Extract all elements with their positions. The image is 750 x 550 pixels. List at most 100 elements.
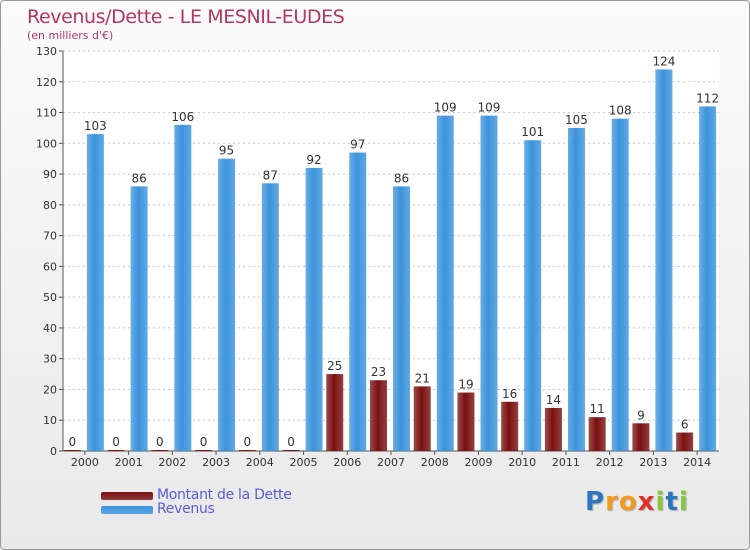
bar-revenus	[567, 127, 585, 451]
x-tick-label: 2012	[596, 456, 624, 469]
bar-revenus	[480, 115, 498, 451]
data-label-dette: 25	[327, 359, 342, 373]
y-tick-label: 80	[43, 199, 57, 212]
y-tick-label: 110	[36, 107, 57, 120]
bar-dette	[326, 374, 344, 451]
x-tick-label: 2009	[464, 456, 492, 469]
legend-swatch-revenus	[101, 506, 153, 514]
data-label-revenus: 105	[565, 113, 588, 127]
y-tick-label: 0	[50, 445, 57, 458]
y-tick-label: 50	[43, 291, 57, 304]
x-tick-label: 2013	[639, 456, 667, 469]
x-tick-label: 2006	[333, 456, 361, 469]
chart-subtitle: (en milliers d'€)	[27, 29, 114, 42]
bar-dette	[676, 432, 694, 451]
bar-dette	[151, 450, 169, 451]
data-label-dette: 0	[112, 435, 120, 449]
x-tick-label: 2001	[115, 456, 143, 469]
bar-dette	[107, 450, 125, 451]
data-label-revenus: 106	[171, 110, 194, 124]
data-label-dette: 0	[287, 435, 295, 449]
data-label-dette: 11	[590, 402, 605, 416]
plot-area	[63, 51, 719, 451]
y-tick-label: 10	[43, 414, 57, 427]
bar-revenus	[349, 152, 367, 452]
data-label-dette: 21	[415, 371, 430, 385]
data-label-revenus: 109	[478, 101, 501, 115]
data-label-dette: 0	[243, 435, 251, 449]
logo-letter: t	[665, 487, 679, 517]
legend-swatch-dette	[101, 492, 153, 500]
x-tick-label: 2003	[202, 456, 230, 469]
data-label-revenus: 87	[263, 168, 278, 182]
bar-dette	[588, 417, 606, 451]
x-tick-label: 2004	[246, 456, 274, 469]
logo-letter: r	[605, 487, 619, 517]
y-tick-label: 40	[43, 322, 57, 335]
x-tick-label: 2011	[552, 456, 580, 469]
data-label-dette: 19	[458, 378, 473, 392]
y-tick-label: 90	[43, 168, 57, 181]
bar-dette	[457, 392, 475, 451]
bar-dette	[632, 423, 650, 451]
logo-letter: o	[618, 487, 638, 517]
bar-revenus	[611, 118, 629, 451]
x-tick-label: 2000	[71, 456, 99, 469]
data-label-dette: 23	[371, 365, 386, 379]
bar-dette	[501, 401, 519, 451]
data-label-revenus: 108	[609, 104, 632, 118]
chart-title: Revenus/Dette - LE MESNIL-EUDES	[27, 6, 345, 28]
data-label-revenus: 86	[394, 171, 409, 185]
data-label-revenus: 95	[219, 144, 234, 158]
x-tick-label: 2008	[421, 456, 449, 469]
bar-revenus	[130, 186, 148, 451]
bar-dette	[413, 386, 431, 451]
bar-revenus	[699, 106, 717, 451]
data-label-revenus: 109	[434, 101, 457, 115]
proxiti-logo: Proxiti	[585, 487, 689, 517]
y-tick-label: 20	[43, 383, 57, 396]
data-label-dette: 14	[546, 393, 561, 407]
bar-revenus	[436, 115, 454, 451]
bar-revenus	[305, 167, 323, 451]
data-label-revenus: 103	[84, 119, 107, 133]
bar-revenus	[261, 183, 279, 452]
data-label-revenus: 92	[306, 153, 321, 167]
data-label-revenus: 97	[350, 138, 365, 152]
bar-dette	[195, 450, 213, 451]
data-label-revenus: 124	[652, 54, 675, 68]
x-tick-label: 2010	[508, 456, 536, 469]
y-tick-label: 30	[43, 353, 57, 366]
logo-letter: P	[585, 487, 606, 517]
data-label-dette: 0	[69, 435, 77, 449]
bar-revenus	[524, 140, 542, 451]
bar-dette	[238, 450, 256, 451]
bar-revenus	[655, 69, 673, 451]
y-tick-label: 130	[36, 45, 57, 58]
bar-revenus	[86, 134, 104, 452]
data-label-revenus: 101	[521, 125, 544, 139]
data-label-dette: 6	[681, 418, 689, 432]
data-label-dette: 0	[200, 435, 208, 449]
x-tick-label: 2002	[158, 456, 186, 469]
data-label-dette: 0	[156, 435, 164, 449]
x-tick-label: 2007	[377, 456, 405, 469]
bar-dette	[370, 380, 387, 451]
legend-label-revenus: Revenus	[157, 501, 215, 517]
data-label-revenus: 112	[696, 91, 719, 105]
logo-letter: i	[655, 487, 666, 517]
legend-label-dette: Montant de la Dette	[157, 487, 292, 503]
y-tick-label: 60	[43, 260, 57, 273]
data-label-revenus: 86	[131, 171, 146, 185]
x-tick-label: 2014	[683, 456, 711, 469]
bar-revenus	[393, 186, 410, 451]
data-label-dette: 16	[502, 387, 517, 401]
logo-letter: x	[637, 487, 656, 517]
bar-revenus	[174, 124, 192, 451]
data-label-dette: 9	[637, 408, 645, 422]
y-tick-label: 100	[36, 137, 57, 150]
bar-dette	[544, 407, 562, 451]
y-tick-label: 120	[36, 76, 57, 89]
